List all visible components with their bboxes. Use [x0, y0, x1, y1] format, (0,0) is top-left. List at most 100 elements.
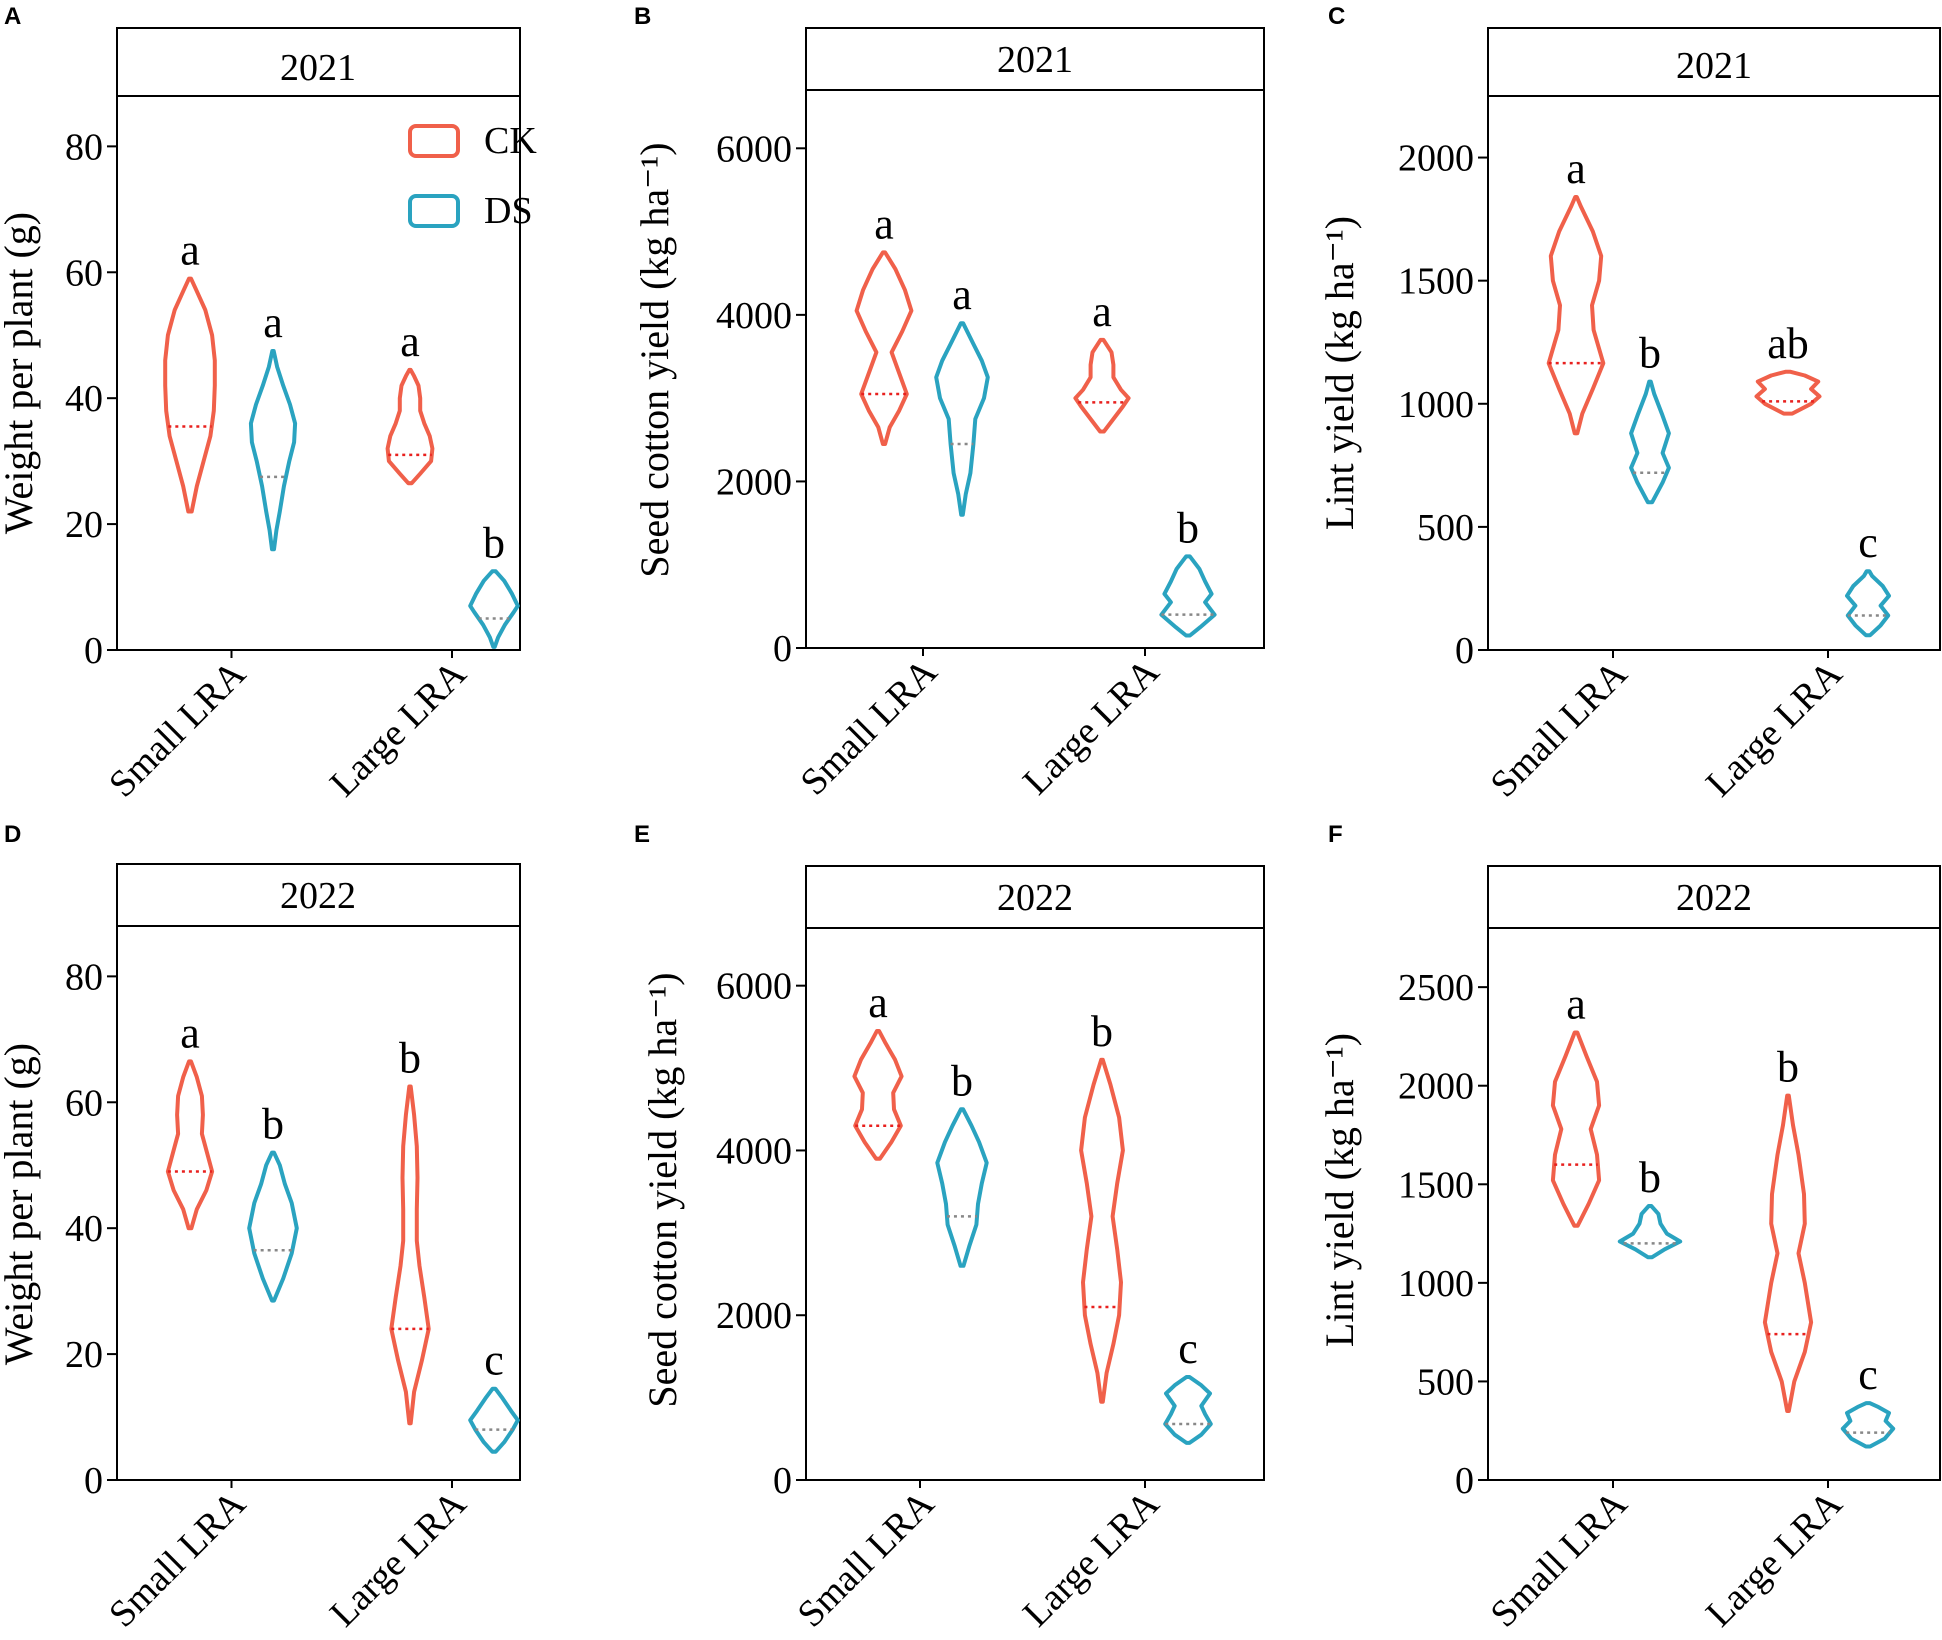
violin-ck	[165, 1059, 215, 1231]
y-axis-title: Seed cotton yield (kg ha⁻¹)	[640, 972, 685, 1407]
violin-ck	[854, 250, 914, 446]
strip-year: 2021	[997, 39, 1073, 81]
significance-letter: a	[1092, 287, 1112, 336]
y-tick-label: 2000	[716, 1295, 792, 1337]
significance-letter: a	[263, 298, 283, 347]
legend: CK DS	[408, 120, 537, 232]
significance-letter: a	[1566, 144, 1586, 193]
y-tick-label: 2000	[716, 461, 792, 503]
plot-marks: 0 2000 4000 6000 Small LRA Large LRA a a a b	[716, 128, 1217, 804]
violin-ds	[1159, 554, 1217, 638]
y-tick-label: 6000	[716, 966, 792, 1008]
violin-ds	[934, 321, 990, 517]
plot-area	[1487, 95, 1941, 651]
y-axis-title: Weight per plant (g)	[0, 1043, 41, 1365]
significance-letter: ab	[1767, 319, 1809, 368]
significance-letter: a	[180, 1008, 200, 1057]
x-category-label: Small LRA	[1482, 1482, 1635, 1635]
x-category-label: Large LRA	[322, 652, 475, 805]
violin-ds	[248, 348, 298, 552]
y-tick-label: 4000	[716, 295, 792, 337]
violin-ck	[1762, 1093, 1814, 1413]
violin-ds	[468, 1386, 520, 1454]
violin-ck	[1073, 337, 1131, 434]
plot-area	[116, 95, 521, 651]
significance-letter: c	[1858, 518, 1878, 567]
x-category-label: Small LRA	[1482, 652, 1635, 805]
panel-d: D 2022 Weight per plant (g) 0 20 40 60 80 Sma…	[0, 821, 521, 1636]
panel-letter-c: C	[1328, 3, 1345, 30]
strip-year: 2022	[997, 877, 1073, 919]
violin-ck	[389, 1084, 431, 1426]
panel-letter-b: B	[634, 3, 651, 30]
plot-marks: 0 500 1000 1500 2000 2500 Small LRA Large LRA a b…	[1398, 967, 1896, 1636]
y-tick-label: 20	[65, 504, 103, 546]
y-tick-label: 0	[84, 1460, 103, 1502]
y-tick-label: 60	[65, 252, 103, 294]
significance-letter: c	[1178, 1324, 1198, 1373]
violin-ds	[1840, 1401, 1896, 1449]
y-axis-title: Lint yield (kg ha⁻¹)	[1317, 216, 1362, 530]
plot-area	[116, 925, 521, 1481]
y-axis-title: Lint yield (kg ha⁻¹)	[1317, 1033, 1362, 1347]
x-category-label: Small LRA	[789, 1482, 942, 1635]
strip-year: 2022	[1676, 877, 1752, 919]
legend-label-ds: DS	[484, 190, 533, 232]
violin-ds	[247, 1150, 299, 1303]
y-axis-title: Seed cotton yield (kg ha⁻¹)	[632, 142, 677, 577]
strip-year: 2022	[280, 875, 356, 917]
y-tick-label: 2000	[1398, 138, 1474, 180]
x-category-label: Small LRA	[101, 652, 254, 805]
panel-letter-d: D	[4, 821, 21, 848]
y-tick-label: 500	[1417, 1361, 1474, 1403]
y-tick-label: 1000	[1398, 384, 1474, 426]
significance-letter: b	[951, 1056, 973, 1105]
significance-letter: b	[483, 518, 505, 567]
violin-ck	[1079, 1057, 1125, 1404]
y-tick-label: 4000	[716, 1130, 792, 1172]
y-tick-label: 0	[1455, 1460, 1474, 1502]
panel-f: F 2022 Lint yield (kg ha⁻¹) 0 500 1000 1500…	[1317, 821, 1941, 1636]
violin-ds	[468, 569, 520, 649]
violin-ck	[852, 1028, 904, 1161]
violin-ck	[163, 276, 217, 514]
significance-letter: a	[1566, 979, 1586, 1028]
panel-c: C 2021 Lint yield (kg ha⁻¹) 0 500 1000 1500…	[1317, 3, 1941, 806]
panel-letter-f: F	[1328, 821, 1343, 848]
y-tick-label: 1500	[1398, 261, 1474, 303]
strip-year: 2021	[280, 47, 356, 89]
legend-swatch-ck	[408, 124, 460, 158]
panel-a: A 2021 Weight per plant (g) 0 20 40 60 80 Sma…	[0, 3, 537, 806]
violin-ds	[935, 1107, 989, 1268]
significance-letter: b	[1091, 1007, 1113, 1056]
panel-b: B 2021 Seed cotton yield (kg ha⁻¹) 0 2000…	[632, 3, 1265, 804]
significance-letter: b	[399, 1034, 421, 1083]
plot-marks: 0 20 40 60 80 Small LRA Large LRA a a a b	[65, 126, 520, 806]
y-tick-label: 2500	[1398, 967, 1474, 1009]
violin-ck	[1550, 1030, 1602, 1228]
x-category-label: Large LRA	[1015, 1482, 1168, 1635]
y-tick-label: 60	[65, 1082, 103, 1124]
panel-letter-e: E	[634, 821, 650, 848]
y-tick-label: 80	[65, 956, 103, 998]
y-tick-label: 500	[1417, 507, 1474, 549]
x-category-label: Large LRA	[1698, 652, 1851, 805]
significance-letter: b	[262, 1100, 284, 1149]
plot-marks: 0 2000 4000 6000 Small LRA Large LRA a b b c	[716, 966, 1213, 1636]
violin-ck	[1546, 194, 1606, 436]
significance-letter: b	[1177, 503, 1199, 552]
violin-ck	[1754, 369, 1822, 416]
significance-letter: c	[1858, 1350, 1878, 1399]
y-tick-label: 1000	[1398, 1263, 1474, 1305]
violin-ds	[1163, 1375, 1213, 1445]
significance-letter: a	[874, 199, 894, 248]
violin-ds	[1845, 569, 1891, 638]
significance-letter: a	[868, 978, 888, 1027]
y-tick-label: 6000	[716, 128, 792, 170]
y-tick-label: 0	[84, 630, 103, 672]
x-category-label: Small LRA	[101, 1482, 254, 1635]
y-tick-label: 20	[65, 1334, 103, 1376]
violin-ck	[385, 367, 435, 486]
significance-letter: b	[1777, 1043, 1799, 1092]
